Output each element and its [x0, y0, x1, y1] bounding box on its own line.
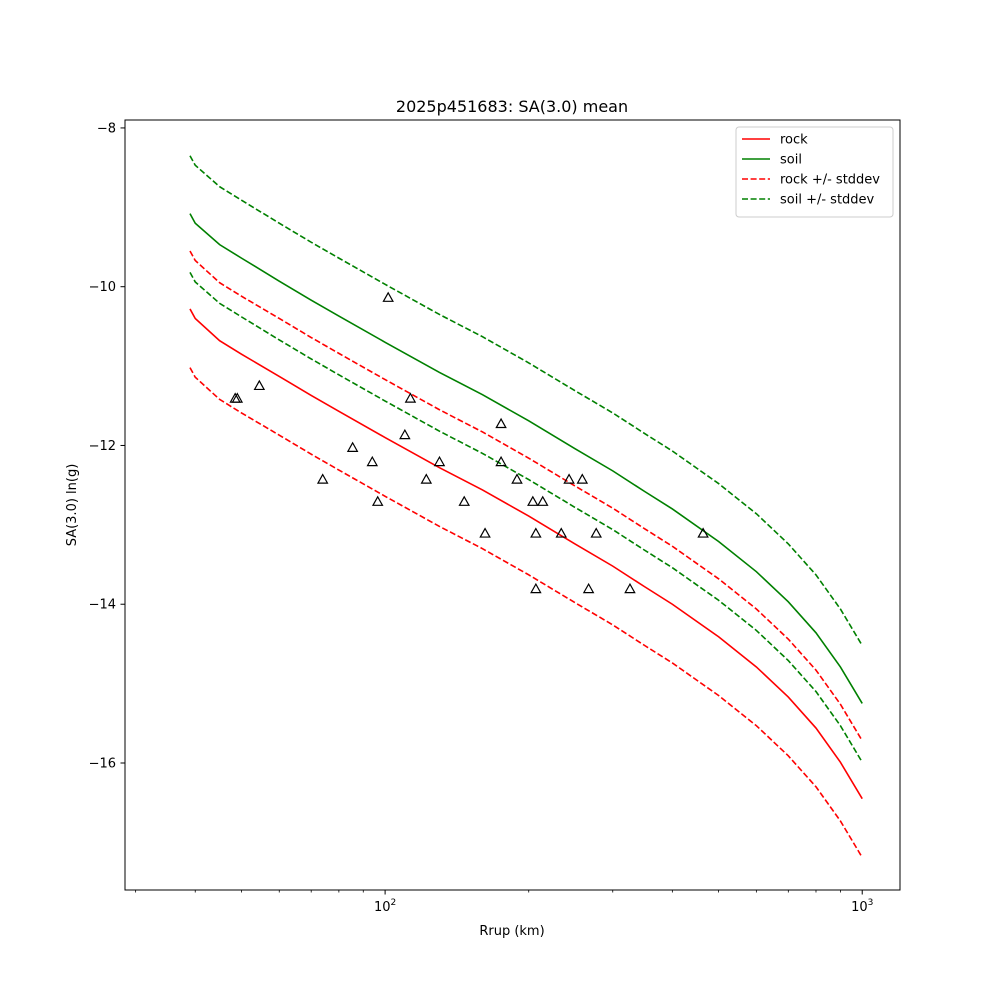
- observation-marker: [697, 527, 709, 538]
- y-tick-label: −12: [89, 439, 116, 454]
- series-line-rock-stddev-2: [189, 250, 863, 742]
- plot-frame: [124, 119, 901, 891]
- legend-label: rock +/- stddev: [780, 173, 880, 188]
- observation-marker: [371, 495, 384, 506]
- x-axis-label: Rrup (km): [479, 924, 544, 939]
- observation-marker: [399, 428, 411, 440]
- observation-marker: [231, 392, 244, 403]
- observation-marker: [527, 495, 539, 506]
- series-group: [189, 155, 863, 858]
- observation-marker: [495, 455, 507, 467]
- observation-marker: [346, 441, 359, 452]
- observation-marker: [433, 455, 446, 467]
- legend-box: [735, 126, 894, 218]
- y-tick-label: −8: [97, 121, 116, 136]
- observation-markers: [229, 291, 709, 594]
- series-line-soil-stddev-5: [189, 272, 863, 763]
- legend-label: soil: [780, 153, 802, 168]
- legend: rock soil rock +/- stddev soil +/- stddev: [735, 126, 894, 218]
- observation-marker: [253, 379, 266, 391]
- x-axis: 102 103: [135, 890, 873, 915]
- series-line-rock-stddev-3: [189, 367, 863, 858]
- observation-marker: [555, 527, 568, 538]
- x-tick-label: 102: [374, 898, 396, 915]
- series-line-soil-stddev-4: [189, 155, 863, 646]
- observation-marker: [382, 291, 394, 302]
- observation-marker: [530, 527, 542, 538]
- x-tick-label: 103: [851, 898, 873, 915]
- observation-marker: [316, 473, 329, 484]
- chart-title: 2025p451683: SA(3.0) mean: [396, 97, 628, 116]
- observation-marker: [590, 527, 602, 538]
- y-tick-label: −14: [89, 598, 116, 613]
- observation-marker: [624, 582, 636, 594]
- plot-area: [124, 119, 901, 891]
- observation-marker: [479, 527, 491, 538]
- y-tick-label: −10: [89, 280, 116, 295]
- observation-marker: [420, 473, 433, 484]
- observation-marker: [576, 473, 589, 484]
- observation-marker: [563, 473, 575, 484]
- observation-marker: [495, 417, 507, 429]
- y-axis: −8 −10 −12 −14 −16: [89, 121, 125, 771]
- observation-marker: [366, 455, 379, 467]
- y-axis-label: SA(3.0) ln(g): [65, 464, 80, 547]
- observation-marker: [511, 473, 523, 484]
- series-line-rock-0: [189, 308, 863, 800]
- y-tick-label: −16: [89, 756, 116, 771]
- observation-marker: [582, 582, 595, 594]
- legend-label: rock: [780, 133, 808, 148]
- legend-label: soil +/- stddev: [780, 193, 875, 208]
- series-line-soil-1: [189, 213, 863, 704]
- observation-marker: [404, 392, 417, 403]
- observation-marker: [536, 495, 549, 506]
- observation-marker: [458, 495, 471, 506]
- observation-marker: [530, 582, 542, 594]
